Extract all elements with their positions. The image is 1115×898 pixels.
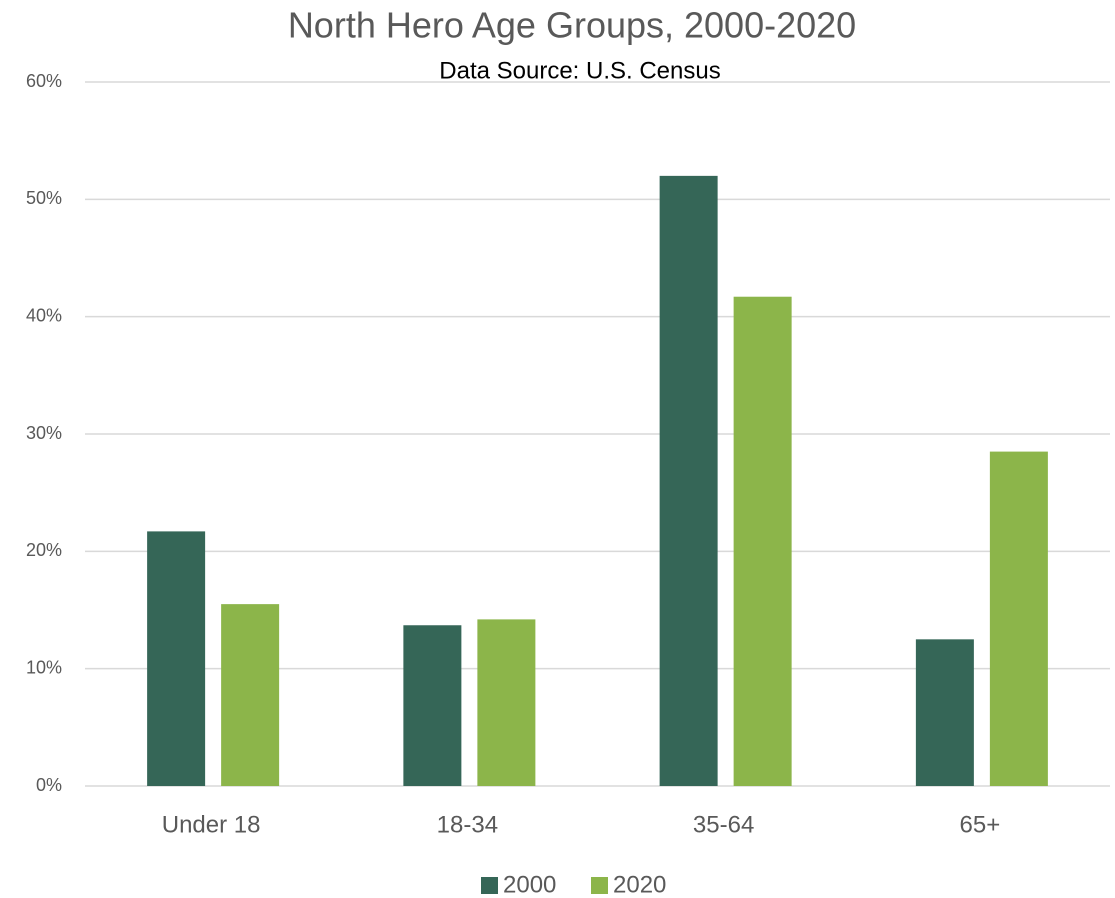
legend-label: 2000 [503,871,556,898]
legend-swatch [591,877,608,894]
y-tick-label: 0% [36,775,62,795]
y-tick-label: 10% [26,657,62,677]
chart-subtitle: Data Source: U.S. Census [439,57,720,84]
chart-title: North Hero Age Groups, 2000-2020 [288,5,856,46]
y-tick-label: 60% [26,71,62,91]
legend-swatch [481,877,498,894]
bar [659,175,718,786]
bar [403,625,462,786]
x-tick-label: 18-34 [437,811,498,838]
y-tick-label: 40% [26,305,62,325]
x-tick-label: Under 18 [162,811,261,838]
y-tick-label: 20% [26,540,62,560]
legend-label: 2020 [613,871,666,898]
x-tick-label: 35-64 [693,811,754,838]
bar [733,296,792,786]
bar [477,619,536,786]
y-tick-label: 50% [26,188,62,208]
bar [989,451,1048,786]
bar [147,531,206,786]
y-tick-label: 30% [26,423,62,443]
x-tick-label: 65+ [960,811,1001,838]
bar [915,639,974,786]
bar [221,604,280,786]
